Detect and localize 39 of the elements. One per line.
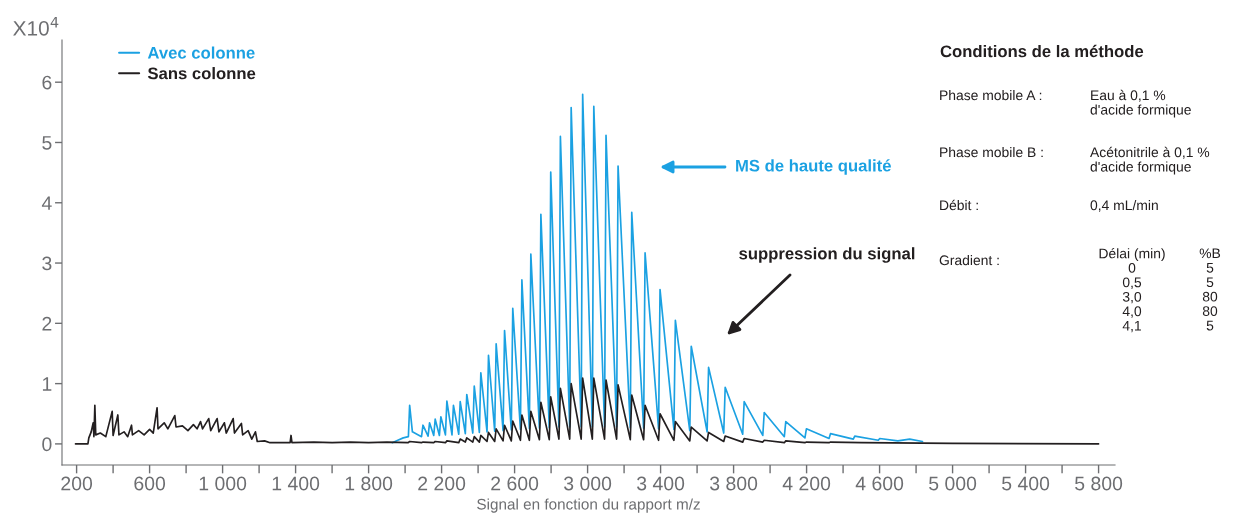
annotation: Gradient : [939,255,999,266]
y-axis-title: X10$^{4}$ [13,16,59,36]
legend-label: Avec colonne [147,46,255,59]
x-tick-label: 3 400 [637,476,685,491]
x-tick-label: 5 400 [1002,476,1050,491]
annotation: MS de haute qualité [736,159,891,175]
annotation: 0,4 mL/min [1090,200,1158,212]
annotation: Acétonitrile à 0,1 % d'acide formique [1090,146,1210,175]
x-tick-label: 5 000 [929,476,977,491]
annotation: suppression du signal [739,247,915,263]
annotation: Conditions de la méthode [940,44,1144,58]
annotation: Phase mobile A : [940,90,1042,101]
y-tick-label: 0 [42,437,52,452]
x-tick-label: 1 400 [272,476,320,491]
annotation: Eau à 0,1 % d'acide formique [1090,89,1191,118]
x-tick-label: 3 800 [710,476,758,491]
legend-label: Sans colonne [147,67,256,80]
y-tick-label: 6 [42,75,52,90]
text: %B 5 5 80 80 5 [1199,248,1221,331]
x-tick-label: 3 000 [564,476,612,491]
y-tick-label: 3 [42,256,52,271]
x-tick-label: 600 [134,476,166,491]
x-tick-label: 2 200 [418,476,466,491]
y-tick-label: 2 [42,316,52,331]
annotation: Phase mobile B : [940,147,1043,158]
y-tick-label: 5 [42,136,52,150]
annotation: Délai (min) 0 0,5 3,0 4,0 4,1 [1099,247,1165,333]
y-tick-label: 1 [42,377,52,391]
x-tick-label: 4 200 [782,476,831,491]
x-tick-label: 1 000 [199,476,247,491]
x-tick-label: 2 600 [491,476,539,491]
x-tick-label: 200 [61,476,93,491]
line-series [74,377,1100,445]
x-tick-label: 5 800 [1075,476,1123,491]
annotation: Débit : [940,199,978,211]
y-tick-label: 4 [41,196,52,210]
x-tick-label: 4 600 [855,476,904,491]
x-tick-label: 1 800 [345,476,393,491]
x-axis-title: Signal en fonction du rapport m/z [477,498,700,513]
